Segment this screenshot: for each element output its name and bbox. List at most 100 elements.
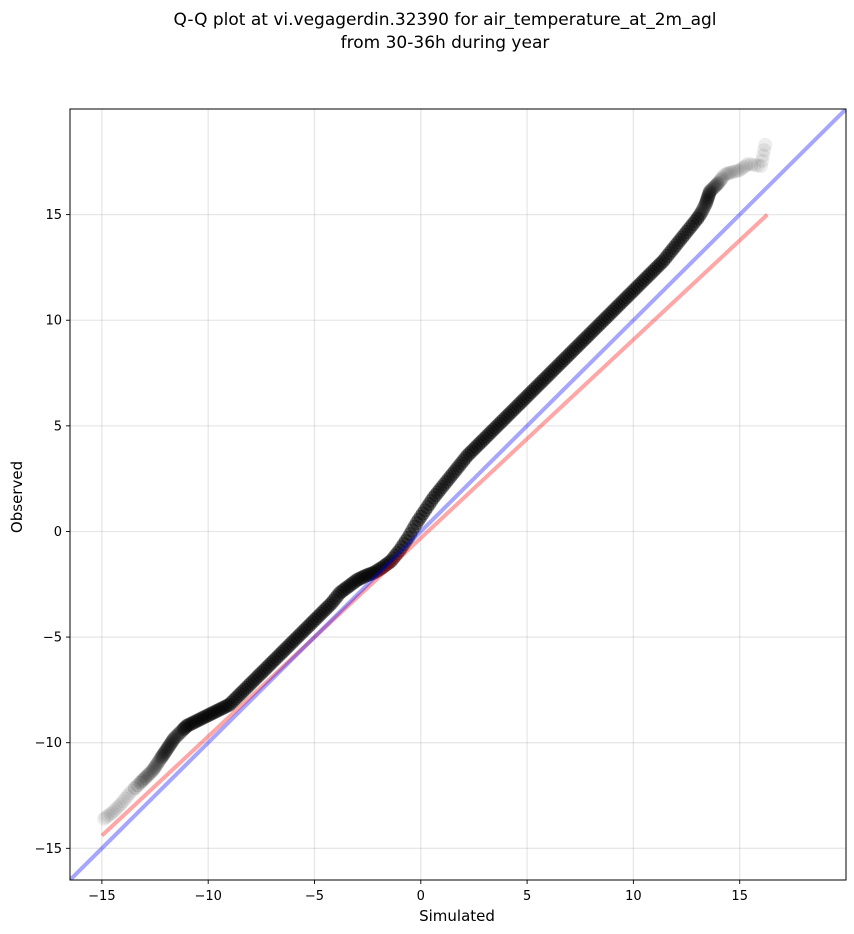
qq-point [656, 254, 671, 269]
qq-point [494, 414, 509, 429]
qq-point [716, 169, 731, 184]
x-tick-label: −5 [305, 889, 324, 904]
qq-point [481, 427, 496, 442]
qq-point [194, 711, 209, 726]
qq-point [254, 665, 269, 680]
qq-point [449, 461, 464, 476]
qq-point [175, 723, 190, 738]
qq-point [149, 758, 164, 773]
qq-point [693, 207, 708, 222]
qq-point [107, 803, 122, 818]
quantile-points [97, 137, 773, 826]
qq-point [477, 431, 492, 446]
qq-point [333, 585, 348, 600]
qq-point [577, 332, 592, 347]
qq-point [386, 551, 401, 566]
qq-point [150, 756, 165, 771]
qq-point [736, 160, 751, 175]
qq-point [705, 182, 720, 197]
qq-point [703, 183, 718, 198]
qq-point [245, 674, 260, 689]
qq-point [645, 264, 660, 279]
qq-point [637, 273, 652, 288]
qq-point [498, 410, 513, 425]
qq-point [639, 270, 654, 285]
qq-point [730, 163, 745, 178]
qq-point [713, 173, 728, 188]
qq-point [511, 397, 526, 412]
qq-point [530, 378, 545, 393]
qq-point [537, 372, 552, 387]
qq-point [435, 480, 450, 495]
qq-point [696, 201, 711, 216]
qq-point [469, 439, 484, 454]
qq-point [483, 425, 498, 440]
qq-point [179, 718, 194, 733]
qq-point [479, 429, 494, 444]
qq-point [303, 617, 318, 632]
qq-point [486, 423, 501, 438]
qq-point [160, 740, 175, 755]
qq-point [600, 309, 615, 324]
grid-lines [70, 109, 846, 880]
qq-point [260, 659, 275, 674]
qq-point [203, 707, 218, 722]
qq-point [460, 448, 475, 463]
qq-point [262, 657, 277, 672]
qq-point [734, 161, 749, 176]
qq-point [685, 217, 700, 232]
qq-point [377, 558, 392, 573]
qq-point [641, 268, 656, 283]
qq-point [281, 638, 296, 653]
y-tick-label: −5 [43, 631, 62, 646]
qq-point [551, 357, 566, 372]
qq-point [592, 317, 607, 332]
qq-point [205, 706, 220, 721]
qq-point [228, 691, 243, 706]
qq-point [328, 591, 343, 606]
qq-point [101, 808, 116, 823]
qq-point [367, 565, 382, 580]
qq-point [426, 490, 441, 505]
fit-line-red [100, 213, 769, 838]
qq-point [507, 401, 522, 416]
qq-point [513, 395, 528, 410]
qq-point [322, 598, 337, 613]
qq-point [509, 399, 524, 414]
qq-point [176, 721, 191, 736]
qq-point [590, 319, 605, 334]
qq-point [256, 663, 271, 678]
qq-point [313, 606, 328, 621]
qq-point [277, 642, 292, 657]
qq-point [326, 593, 341, 608]
qq-point [721, 166, 736, 181]
qq-point [560, 349, 575, 364]
qq-point [173, 725, 188, 740]
qq-point [558, 351, 573, 366]
qq-point [125, 783, 140, 798]
qq-point [309, 611, 324, 626]
qq-point [390, 546, 405, 561]
qq-point [182, 717, 197, 732]
qq-point [418, 503, 433, 518]
qq-point [664, 243, 679, 258]
qq-point [447, 464, 462, 479]
qq-point [622, 287, 637, 302]
qq-point [133, 775, 148, 790]
plot-area-frame [69, 108, 847, 881]
qq-point [624, 285, 639, 300]
qq-point [690, 211, 705, 226]
qq-point [271, 649, 286, 664]
qq-point [216, 700, 231, 715]
qq-point [273, 646, 288, 661]
qq-point [171, 726, 186, 741]
x-tick-label: 5 [523, 889, 531, 904]
qq-point [158, 744, 173, 759]
qq-point [520, 389, 535, 404]
qq-point [190, 713, 205, 728]
qq-point [409, 516, 424, 531]
qq-point [573, 336, 588, 351]
qq-point [159, 742, 174, 757]
qq-point [456, 453, 471, 468]
